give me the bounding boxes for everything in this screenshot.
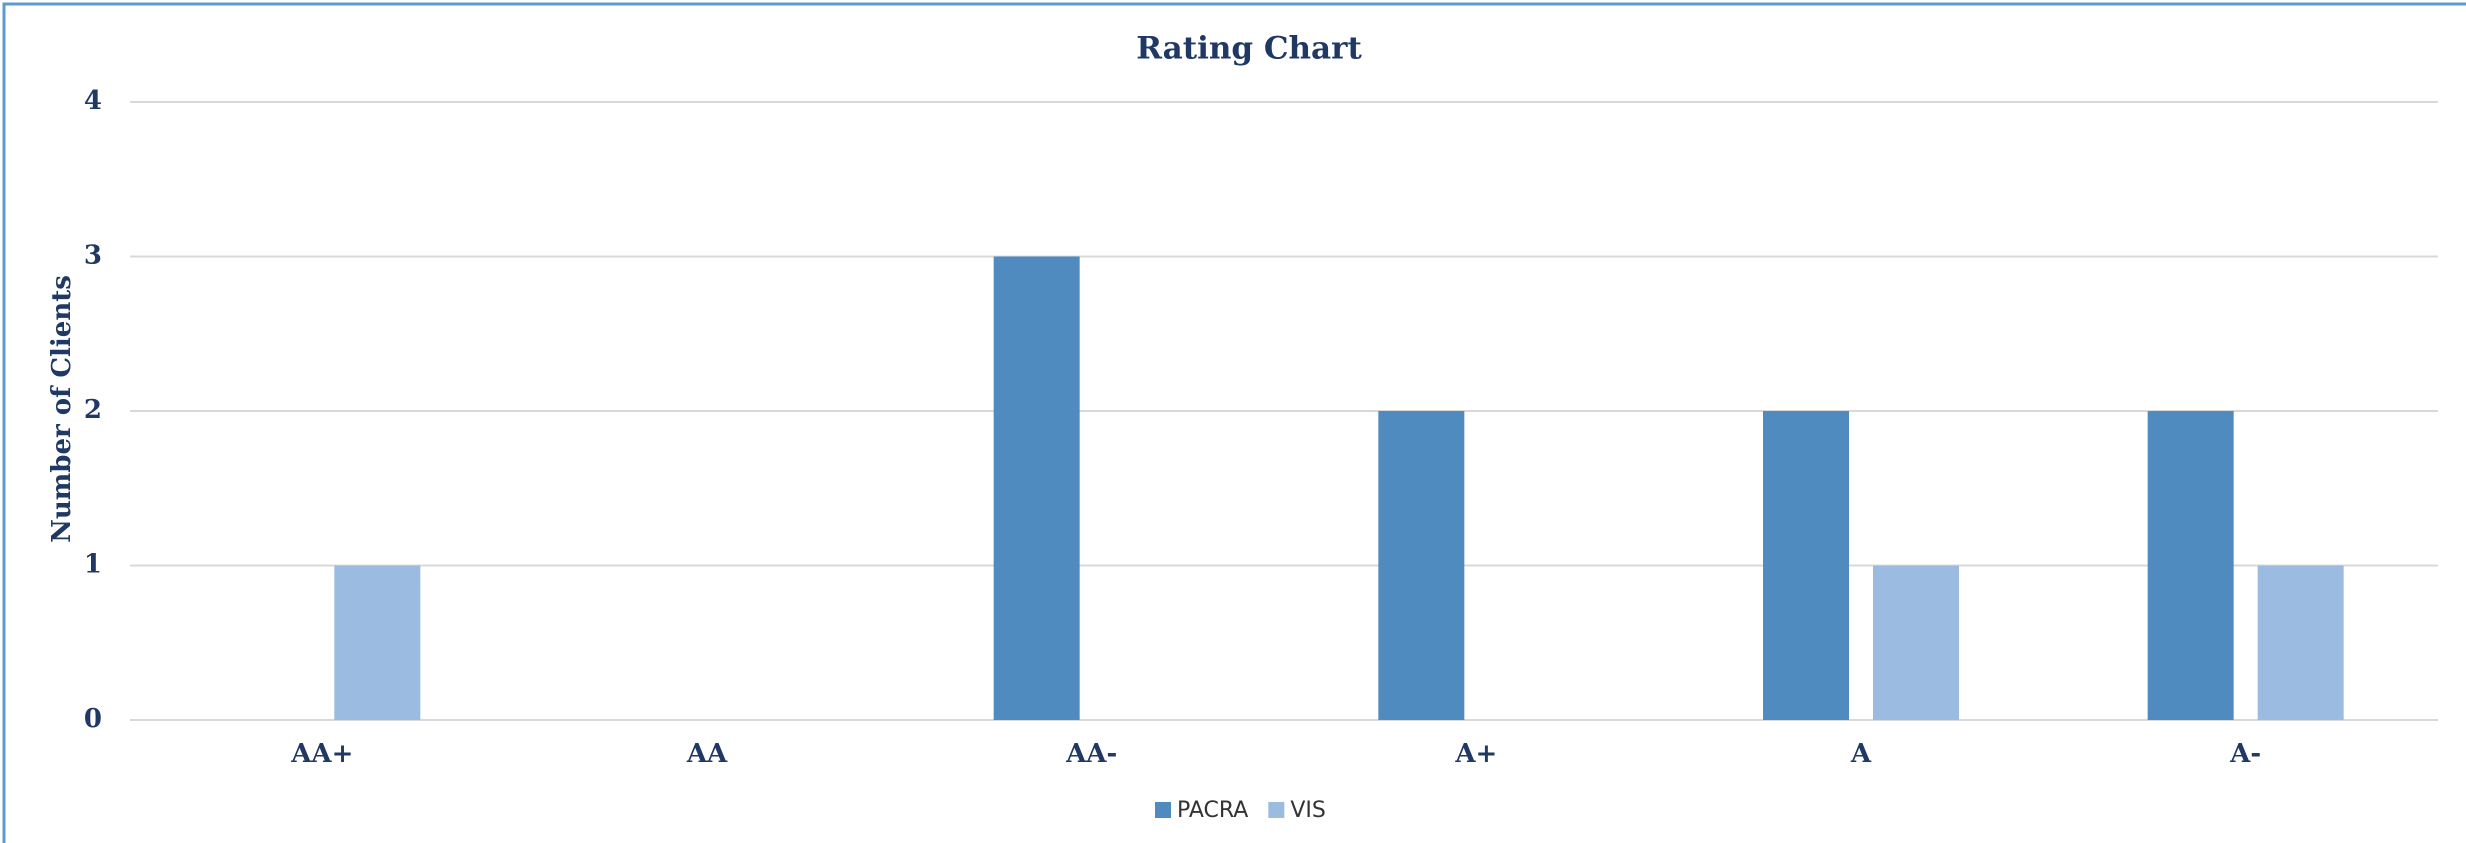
chart-title: Rating Chart: [1136, 31, 1362, 67]
x-tick-label: A+: [1454, 739, 1497, 769]
y-tick-label: 0: [84, 704, 102, 734]
x-tick-label: A-: [2229, 739, 2261, 769]
y-tick-label: 1: [84, 550, 102, 580]
y-axis-label: Number of Clients: [47, 275, 77, 543]
bar: [334, 565, 421, 720]
x-tick-label: A: [1850, 739, 1872, 769]
y-tick-label: 4: [84, 86, 102, 116]
bar: [1378, 411, 1465, 720]
y-tick-label: 3: [84, 241, 102, 271]
bar: [1873, 565, 1959, 720]
legend-label: VIS: [1290, 798, 1326, 823]
bar: [2147, 411, 2234, 720]
legend-swatch: [1268, 802, 1285, 818]
x-tick-label: AA+: [290, 739, 353, 769]
x-tick-label: AA: [686, 739, 728, 769]
y-tick-label: 2: [84, 395, 102, 425]
bar: [2257, 565, 2344, 720]
bar: [993, 256, 1080, 720]
x-tick-label: AA-: [1065, 739, 1117, 769]
legend-swatch: [1155, 802, 1171, 818]
bar: [1763, 411, 1849, 720]
legend-label: PACRA: [1177, 798, 1248, 823]
